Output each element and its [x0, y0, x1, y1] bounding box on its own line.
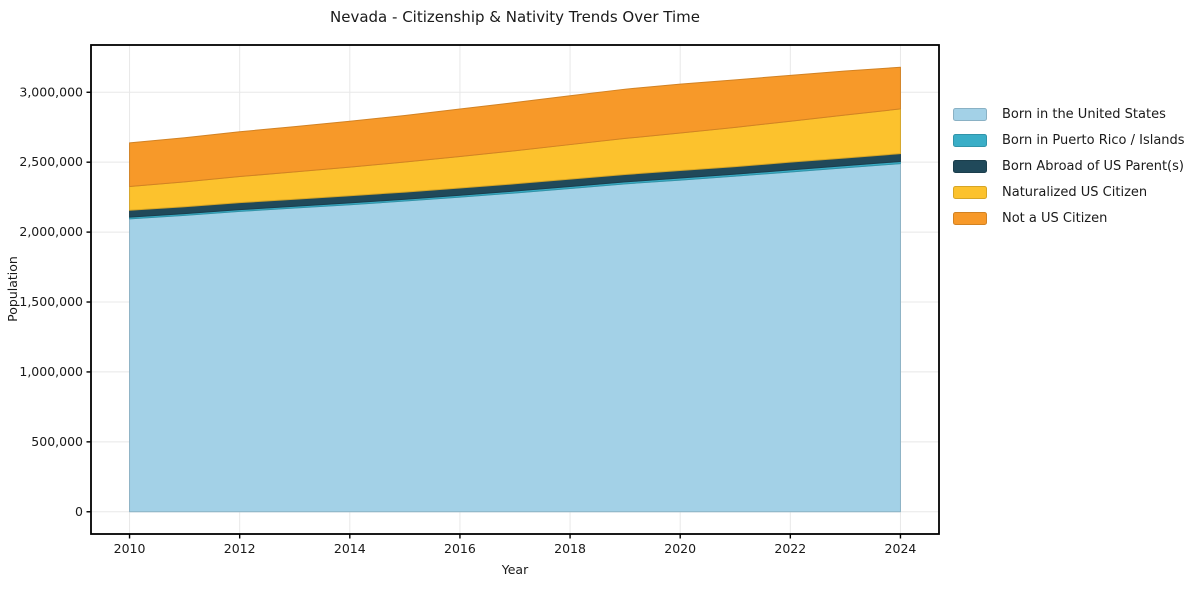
legend-swatch: [953, 159, 987, 173]
x-tick-label: 2024: [885, 541, 917, 556]
x-tick-label: 2022: [774, 541, 806, 556]
legend-swatch: [953, 211, 987, 225]
x-tick-label: 2010: [114, 541, 146, 556]
chart-title: Nevada - Citizenship & Nativity Trends O…: [330, 8, 700, 26]
y-tick-label: 0: [75, 504, 83, 519]
legend-label: Born in the United States: [1002, 106, 1166, 122]
area-layer-5: [129, 66, 901, 188]
x-tick-label: 2016: [444, 541, 476, 556]
x-tick-label: 2020: [664, 541, 696, 556]
y-tick-label: 1,500,000: [19, 294, 83, 309]
legend-label: Naturalized US Citizen: [1002, 184, 1148, 200]
y-tick-label: 500,000: [31, 434, 83, 449]
legend-label: Born in Puerto Rico / Islands: [1002, 132, 1185, 148]
plot-border: [90, 44, 940, 535]
x-axis-title: Year: [501, 562, 529, 577]
legend-item: Born in Puerto Rico / Islands: [953, 127, 1185, 153]
legend-item: Not a US Citizen: [953, 205, 1185, 231]
legend-label: Born Abroad of US Parent(s): [1002, 158, 1184, 174]
legend: Born in the United States Born in Puerto …: [953, 101, 1185, 231]
x-tick-label: 2018: [554, 541, 586, 556]
y-tick-label: 3,000,000: [19, 84, 83, 99]
y-tick-label: 2,000,000: [19, 224, 83, 239]
legend-swatch: [953, 185, 987, 199]
legend-swatch: [953, 133, 987, 147]
x-tick-label: 2012: [224, 541, 256, 556]
legend-item: Born in the United States: [953, 101, 1185, 127]
x-tick-label: 2014: [334, 541, 366, 556]
plot-area: 0 500,000 1,000,000 1,500,000 2,000,000 2,500…: [19, 44, 940, 556]
y-tick-label: 2,500,000: [19, 154, 83, 169]
y-tick-label: 1,000,000: [19, 364, 83, 379]
legend-item: Born Abroad of US Parent(s): [953, 153, 1185, 179]
legend-swatch: [953, 107, 987, 121]
legend-item: Naturalized US Citizen: [953, 179, 1185, 205]
y-axis-title: Population: [5, 256, 20, 322]
area-layer-1: [129, 163, 901, 513]
legend-label: Not a US Citizen: [1002, 210, 1108, 226]
